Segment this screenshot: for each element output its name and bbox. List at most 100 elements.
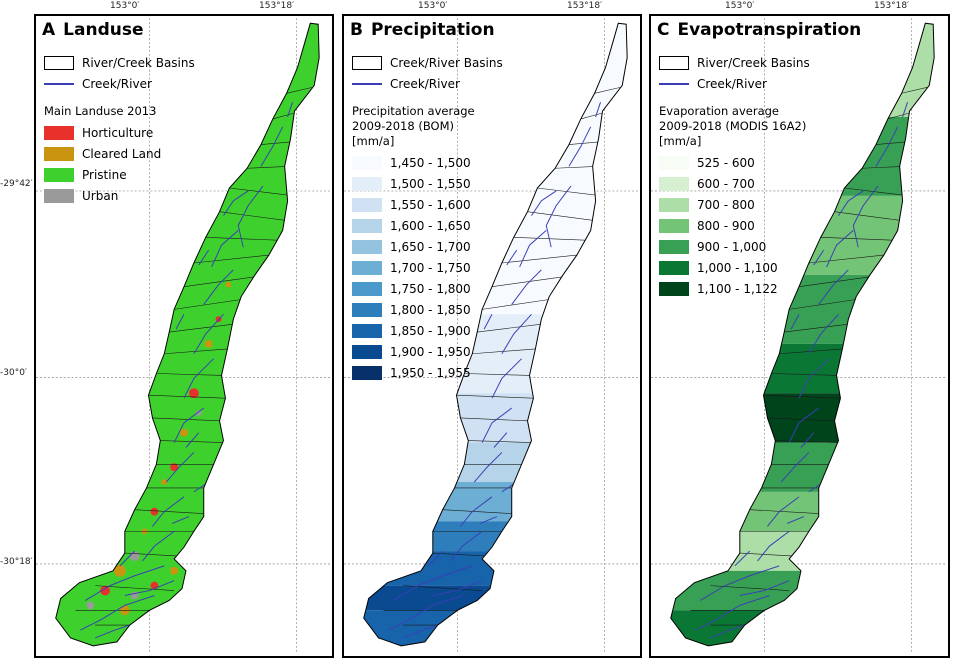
legend-label: 1,750 - 1,800 — [390, 281, 471, 296]
river-line — [427, 550, 444, 567]
river-line — [767, 496, 800, 527]
river-line — [388, 595, 463, 631]
panel-title-text: Landuse — [63, 20, 144, 40]
river-line — [568, 126, 592, 167]
basin-boundary — [286, 87, 313, 94]
basin-boundary — [784, 323, 849, 333]
legend-heading: Evaporation average 2009-2018 (MODIS 16A… — [659, 104, 807, 148]
panel-evapotranspiration: C Evapotranspiration River/Creek Basins Cr… — [649, 14, 950, 658]
lon-label-right: 153°18′ — [567, 1, 603, 11]
legend-label: 1,850 - 1,900 — [390, 323, 471, 338]
panel-title: A Landuse — [42, 20, 144, 40]
basin-boundary — [219, 211, 287, 221]
landuse-patch — [188, 388, 199, 399]
basin-boundary — [779, 348, 845, 355]
class-swatch — [659, 176, 689, 191]
basin-boundary — [834, 211, 902, 221]
river-line — [185, 432, 200, 448]
basin-boundary — [513, 237, 589, 241]
basin-boundary — [901, 87, 928, 94]
basin-boundary — [468, 440, 532, 443]
river-line — [393, 565, 473, 601]
precipitation-map — [344, 18, 640, 654]
class-region — [670, 491, 935, 532]
class-region — [670, 610, 935, 646]
basin-boundary — [739, 552, 795, 557]
landuse-patch — [204, 339, 213, 348]
basin-boundary — [789, 299, 857, 310]
river-line — [483, 314, 493, 330]
basin-boundary — [193, 254, 269, 264]
class-swatch — [659, 197, 689, 212]
legend-label: 600 - 700 — [697, 176, 755, 191]
landuse-patch — [100, 585, 110, 596]
class-swatch — [659, 239, 689, 254]
basin-boundary — [491, 276, 564, 287]
landuse-patch — [170, 566, 179, 575]
panel-letter: B — [350, 20, 363, 40]
basin-boundary — [775, 440, 839, 443]
basin-boundary — [229, 187, 295, 197]
basin-boundary — [148, 394, 226, 399]
class-region — [670, 442, 935, 492]
legend-class-item: 1,600 - 1,650 — [352, 215, 503, 236]
river-line — [852, 185, 879, 248]
legend-label: Creek/River Basins — [390, 55, 503, 70]
legend-item-basins: Creek/River Basins — [352, 52, 503, 73]
river-line — [460, 496, 493, 527]
legend-label: 1,450 - 1,500 — [390, 155, 471, 170]
class-swatch — [352, 302, 382, 317]
basin-boundary — [527, 211, 595, 221]
river-line — [491, 358, 522, 399]
basin-boundary — [247, 165, 291, 169]
basin-outline — [670, 22, 935, 647]
landuse-patch — [170, 463, 179, 472]
class-swatch — [659, 260, 689, 275]
legend-class-item: 900 - 1,000 — [659, 236, 810, 257]
river-line — [85, 565, 165, 601]
panel-title: C Evapotranspiration — [657, 20, 861, 40]
basin-boundary — [555, 165, 599, 169]
river-line — [786, 516, 805, 524]
basin-boundary — [477, 323, 542, 333]
legend-item-river: Creek/River — [44, 73, 195, 94]
river-line — [813, 249, 825, 266]
class-swatch — [352, 176, 382, 191]
class-swatch — [352, 344, 382, 359]
river-line — [165, 452, 195, 483]
river-line — [902, 101, 909, 118]
panel-title-text: Precipitation — [370, 20, 495, 40]
river-line — [223, 190, 249, 216]
river-line — [838, 190, 864, 216]
basin-boundary — [580, 112, 603, 120]
legend-item-river: Creek/River — [659, 73, 810, 94]
legend-class-item: Pristine — [44, 164, 195, 185]
legend-heading: Precipitation average 2009-2018 (BOM) [m… — [352, 104, 475, 148]
river-line — [501, 313, 532, 355]
legend-label: 1,550 - 1,600 — [390, 197, 471, 212]
lon-label-left: 153°0′ — [725, 1, 755, 11]
legend-class-item: Horticulture — [44, 122, 195, 143]
legend-label: 1,600 - 1,650 — [390, 218, 471, 233]
river-line — [595, 102, 602, 118]
class-swatch — [659, 155, 689, 170]
river-line — [119, 550, 136, 567]
basin-boundary — [456, 394, 534, 399]
river-line — [450, 530, 483, 562]
legend-class-item: 800 - 900 — [659, 215, 810, 236]
river-line — [798, 358, 829, 399]
outline-swatch — [659, 55, 689, 70]
lon-label-left: 153°0′ — [110, 1, 140, 11]
basin-boundary — [124, 552, 180, 557]
basin-boundary — [887, 112, 910, 120]
basin-boundary — [169, 323, 234, 333]
river-line — [183, 358, 214, 399]
landuse-patch — [180, 428, 188, 437]
lat-label-1: -29°42′ — [0, 179, 33, 189]
basin-boundary — [749, 509, 819, 514]
river-line — [432, 580, 483, 596]
basin-boundary — [537, 187, 603, 197]
basin-boundary — [272, 112, 295, 120]
river-line — [506, 249, 518, 266]
legend-class-item: 1,100 - 1,122 — [659, 278, 810, 299]
